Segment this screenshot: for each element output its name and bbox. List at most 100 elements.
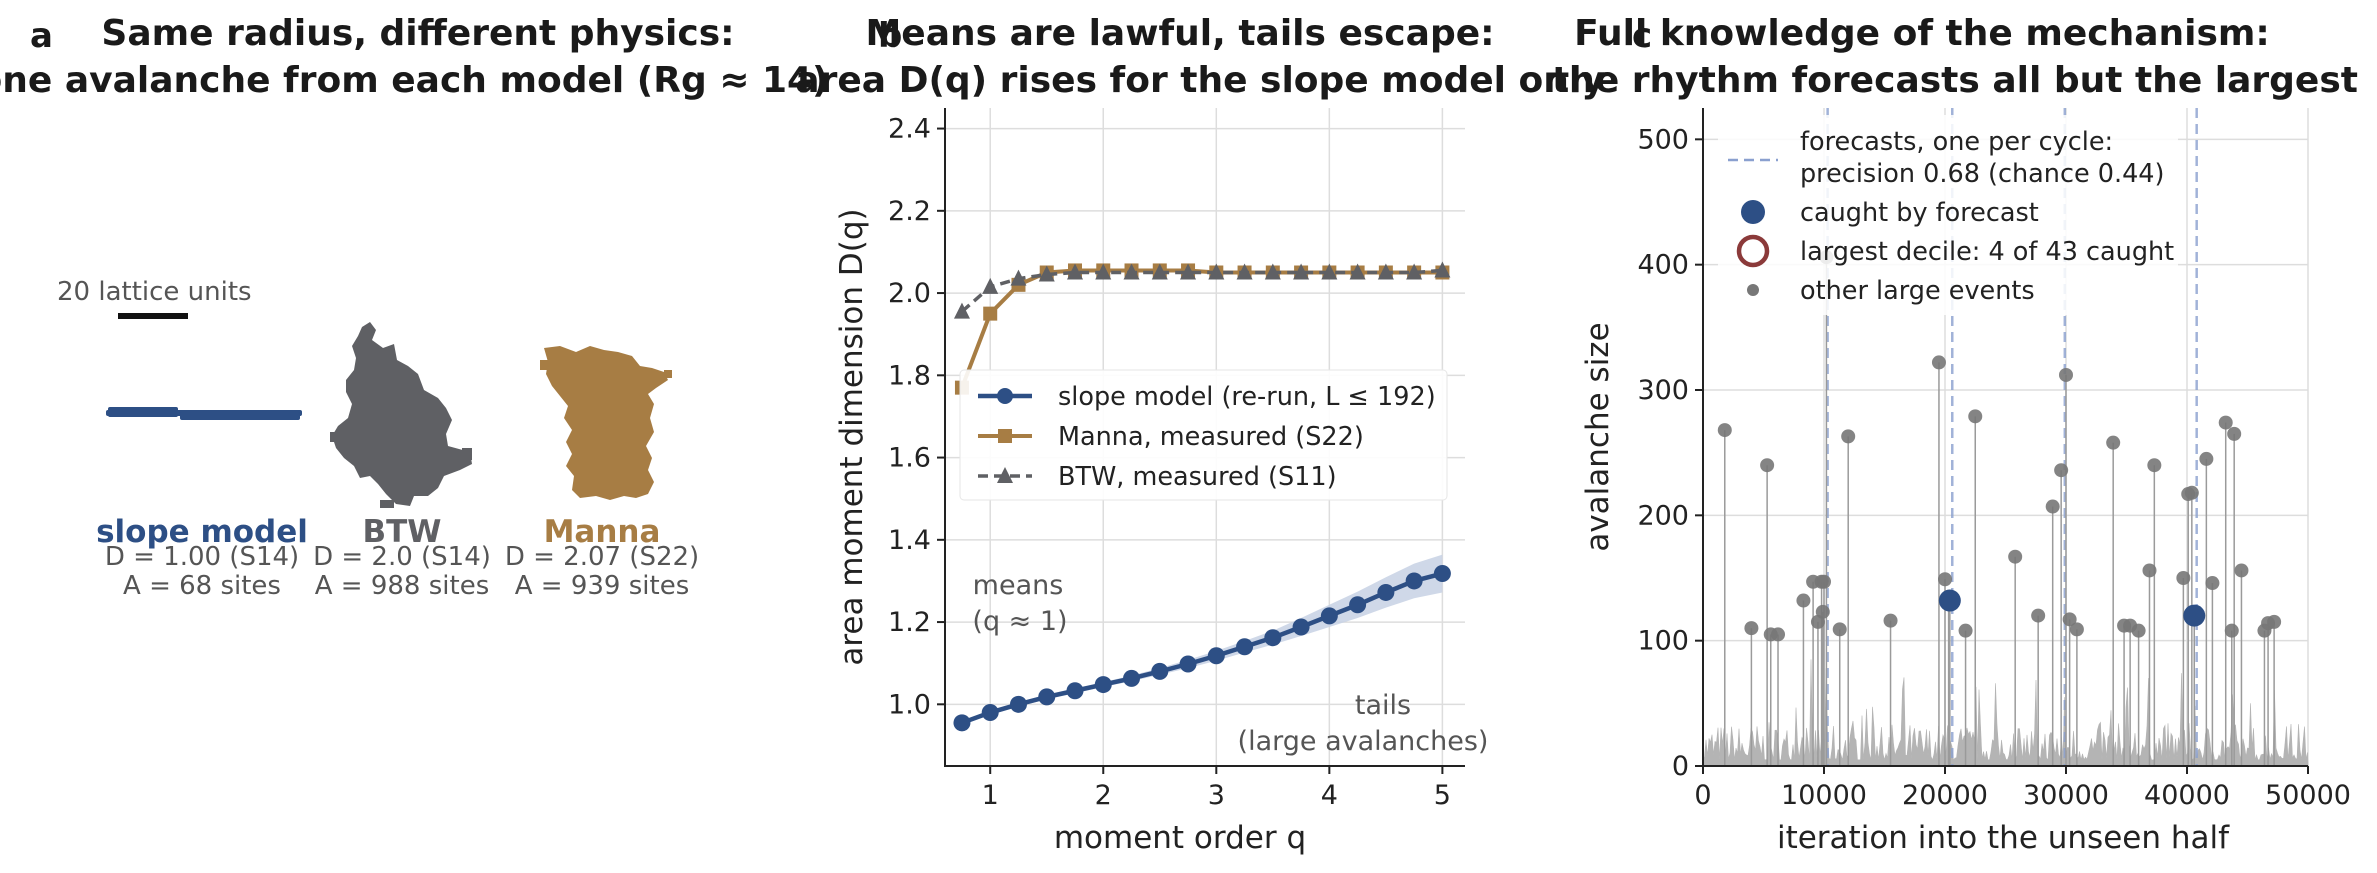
manna-avalanche-shape — [540, 346, 672, 500]
panel-c-ticks: 0 10000 20000 30000 40000 50000 0 100 200 300 400 5… — [1637, 124, 2351, 811]
forecast-lines — [1826, 108, 2198, 766]
other-event-point — [1883, 613, 1898, 628]
other-event-point — [2054, 463, 2069, 478]
panel-c-axes-spine — [1702, 108, 2308, 767]
btw-avalanche-shape — [330, 322, 472, 508]
slope-point — [1009, 695, 1027, 713]
other-event-point — [1796, 593, 1811, 608]
slope-point — [981, 704, 999, 722]
other-event-point — [2106, 435, 2121, 450]
x-tick-label: 50000 — [2265, 780, 2351, 811]
slope-point — [1405, 572, 1423, 590]
annotation-tails-line2: (large avalanches) — [1238, 726, 1489, 757]
legend-forecast-label-1: forecasts, one per cycle: — [1800, 127, 2113, 157]
y-tick-label: 2.2 — [888, 196, 931, 227]
legend-manna-marker — [998, 429, 1012, 443]
y-tick-label: 400 — [1637, 250, 1689, 281]
panel-a-title-line1: Same radius, different physics: — [101, 13, 734, 54]
slope-point — [1066, 682, 1084, 700]
legend-other-marker — [1747, 284, 1759, 296]
panel-b-legend: slope model (re-run, L ≤ 192) Manna, mea… — [959, 369, 1448, 501]
other-event-point — [1760, 458, 1775, 473]
panel-b-title-line2: area D(q) rises for the slope model only — [795, 60, 1604, 101]
y-tick-label: 0 — [1672, 751, 1689, 782]
model-name-manna: Manna — [544, 514, 661, 550]
btw-point — [1151, 263, 1168, 280]
other-event-point — [2062, 612, 2077, 627]
annotation-tails-line1: tails — [1355, 690, 1411, 721]
model-a-manna: A = 939 sites — [515, 571, 690, 601]
panel-c-title-line2: the rhythm forecasts all but the largest — [1552, 60, 2358, 101]
legend-largest-label: largest decile: 4 of 43 caught — [1800, 237, 2174, 267]
other-event-point — [1958, 623, 1973, 638]
btw-point — [1067, 263, 1083, 280]
manna-point — [983, 306, 998, 321]
panel-b-axes-spine — [944, 108, 1465, 767]
other-event-point — [1815, 604, 1830, 619]
slope-point — [1038, 688, 1056, 706]
slope-point — [1207, 647, 1225, 665]
panel-a-letter: a — [30, 16, 53, 56]
slope-point — [1094, 676, 1112, 694]
model-d-manna: D = 2.07 (S22) — [505, 542, 699, 572]
other-event-point — [2218, 415, 2233, 430]
model-a-slope: A = 68 sites — [123, 571, 281, 601]
legend-caught-label: caught by forecast — [1800, 198, 2039, 228]
other-event-point — [2205, 576, 2220, 591]
btw-point — [1236, 263, 1253, 280]
slope-point — [1377, 583, 1395, 601]
slope-point — [1264, 629, 1282, 647]
btw-point — [1406, 263, 1423, 280]
btw-point — [982, 277, 999, 294]
other-event-point — [2008, 549, 2023, 564]
legend-forecast-label-2: precision 0.68 (chance 0.44) — [1800, 159, 2164, 189]
x-tick-label: 2 — [1095, 780, 1112, 811]
other-event-point — [2176, 571, 2191, 585]
slope-avalanche-shape — [106, 407, 302, 420]
y-tick-label: 1.8 — [888, 360, 931, 391]
other-event-point — [2184, 485, 2199, 500]
x-tick-label: 10000 — [1781, 780, 1867, 811]
slope-point — [1320, 607, 1338, 625]
other-event-point — [2199, 451, 2214, 466]
background-avalanche-noise — [1702, 659, 2309, 767]
other-event-point — [2147, 458, 2162, 473]
other-event-point — [1931, 355, 1946, 370]
x-tick-label: 40000 — [2144, 780, 2230, 811]
panel-a-title-line2: one avalanche from each model (Rg ≈ 14) — [0, 60, 828, 101]
panel-b-series — [953, 261, 1451, 732]
other-event-point — [2069, 622, 2084, 637]
panel-c: c Full knowledge of the mechanism: the r… — [1552, 13, 2358, 856]
panel-c-ylabel: avalanche size — [1580, 322, 1616, 551]
model-d-slope: D = 1.00 (S14) — [105, 542, 299, 572]
other-event-point — [1771, 627, 1786, 642]
model-name-btw: BTW — [363, 514, 442, 550]
x-tick-label: 20000 — [1902, 780, 1988, 811]
slope-point — [1236, 638, 1254, 656]
panel-b-ylabel: area moment dimension D(q) — [834, 208, 870, 665]
y-tick-label: 1.0 — [888, 689, 931, 720]
panel-b: b Means are lawful, tails escape: area D… — [795, 13, 1604, 856]
other-event-point — [2045, 499, 2060, 514]
event-points — [1717, 250, 2282, 642]
other-event-point — [2031, 608, 2046, 623]
other-event-point — [2059, 367, 2073, 382]
btw-point — [1264, 263, 1281, 280]
x-tick-label: 0 — [1694, 780, 1711, 811]
x-tick-label: 1 — [982, 780, 999, 811]
legend-slope-marker — [997, 388, 1013, 404]
other-event-point — [2131, 623, 2146, 638]
model-a-btw: A = 988 sites — [315, 571, 490, 601]
model-d-btw: D = 2.0 (S14) — [313, 542, 491, 572]
legend-slope-label: slope model (re-run, L ≤ 192) — [1058, 382, 1436, 412]
legend-other-label: other large events — [1800, 276, 2035, 306]
btw-point — [1010, 269, 1027, 286]
caught-event-point — [1938, 589, 1961, 612]
btw-point — [1293, 263, 1310, 280]
y-tick-label: 2.4 — [888, 114, 931, 145]
x-tick-label: 3 — [1208, 780, 1225, 811]
y-tick-label: 2.0 — [888, 278, 931, 309]
annotation-means-line2: (q ≈ 1) — [972, 606, 1067, 637]
btw-point — [1434, 261, 1451, 278]
